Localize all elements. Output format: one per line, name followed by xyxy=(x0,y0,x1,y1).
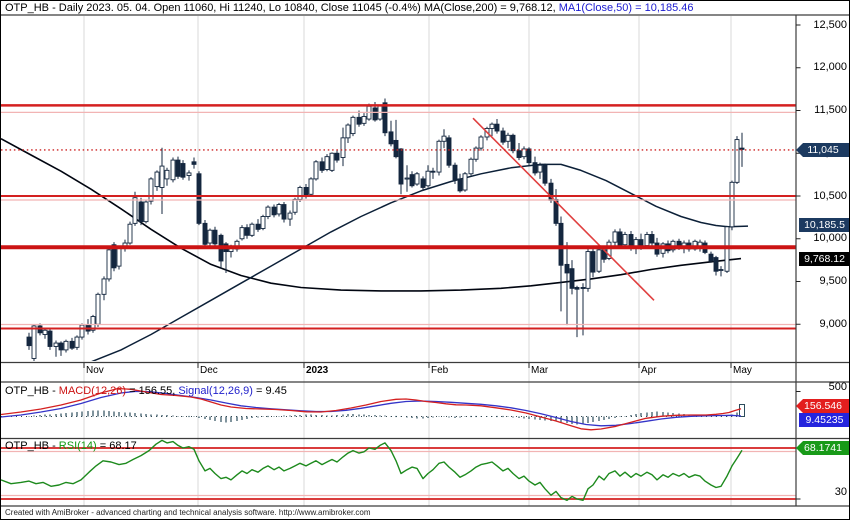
rsi-title-prefix: OTP_HB - xyxy=(5,440,59,452)
amibroker-credit-text: Created with AmiBroker - advanced charti… xyxy=(5,508,371,517)
macd-label: MACD(12,26) xyxy=(58,385,127,397)
macd-value: = 156.55, xyxy=(126,385,179,397)
rsi-value-badge: 68.1741 xyxy=(796,441,849,455)
y-axis-label-price: 10,000 xyxy=(813,232,847,244)
x-axis-label-mar: Mar xyxy=(531,365,549,376)
macd-title-prefix: OTP_HB - xyxy=(5,385,59,397)
x-axis-label-feb: Feb xyxy=(431,365,449,376)
macd-value-badge: 156.546 xyxy=(796,399,849,413)
signal-label: Signal(12,26,9) xyxy=(178,385,253,397)
chart-plot-area[interactable] xyxy=(1,15,796,362)
y-axis-label-price: 9,500 xyxy=(819,275,847,287)
y-axis-label-price: 11,500 xyxy=(814,104,847,116)
x-axis-label-may: May xyxy=(733,365,752,376)
rsi-label: RSI(14) xyxy=(58,440,97,452)
x-axis-label-dec: Dec xyxy=(200,365,218,376)
title-ohlc: OTP_HB - Daily 2023. 05. 04. Open 11060,… xyxy=(5,2,424,14)
y-axis-label-price: 12,000 xyxy=(813,61,847,73)
title-ma50: MA1(Close,50) = 10,185.46 xyxy=(558,2,694,14)
y-axis-label-price: 10,500 xyxy=(813,190,847,202)
y-axis-label-macd: 500 xyxy=(828,380,847,393)
signal-value: = 9.45 xyxy=(252,385,287,397)
y-axis-label-rsi: 30 xyxy=(834,485,847,498)
last-price-badge: 11,045 xyxy=(796,143,849,157)
macd-panel-title: OTP_HB - MACD(12,26) = 156.55, Signal(12… xyxy=(5,385,287,397)
ma200-value-badge: 9,768.12 xyxy=(799,252,849,266)
rsi-panel-title: OTP_HB - RSI(14) = 68.17 xyxy=(5,440,137,452)
x-axis-label-nov: Nov xyxy=(86,365,104,376)
y-axis-label-price: 12,500 xyxy=(813,19,847,31)
x-axis-label-apr: Apr xyxy=(641,365,657,376)
ma50-value-badge: 10,185.5 xyxy=(799,218,849,232)
x-axis-area[interactable] xyxy=(1,363,796,382)
title-ma200: MA(Close,200) = 9,768.12, xyxy=(423,2,559,14)
chart-title-bar: OTP_HB - Daily 2023. 05. 04. Open 11060,… xyxy=(5,2,793,15)
rsi-value: = 68.17 xyxy=(96,440,137,452)
signal-value-badge: 9.45235 xyxy=(799,413,849,427)
x-axis-label-2023: 2023 xyxy=(306,365,329,376)
y-axis-label-price: 9,000 xyxy=(819,318,847,330)
